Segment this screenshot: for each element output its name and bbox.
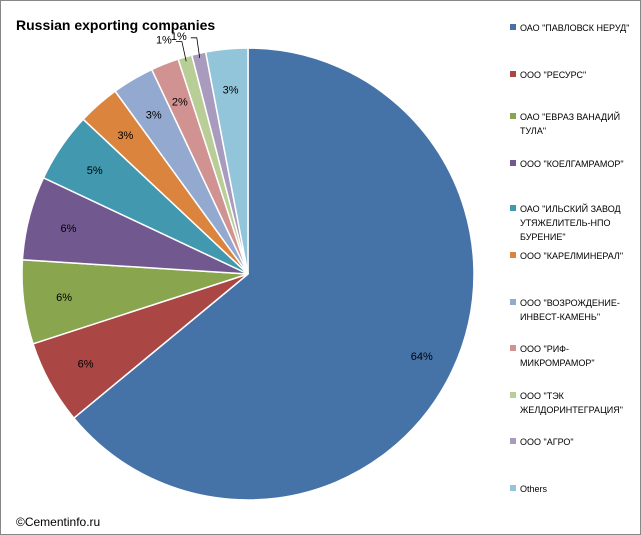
legend-swatch [510, 113, 516, 119]
legend-label: ООО "ТЭК ЖЕЛДОРИНТЕГРАЦИЯ" [520, 391, 623, 415]
slice-value-label: 6% [61, 223, 77, 235]
leader-line [190, 37, 201, 58]
legend-swatch [510, 392, 516, 398]
slice-value-label: 1% [171, 31, 187, 43]
legend-label: ОАО "ПАВЛОВСК НЕРУД" [520, 23, 630, 33]
legend-label: ООО "АГРО" [520, 437, 574, 447]
legend-label: ООО "ВОЗРОЖДЕНИЕ-ИНВЕСТ-КАМЕНЬ" [520, 298, 620, 322]
slice-value-label: 3% [146, 110, 162, 122]
legend-label: ООО "РЕСУРС" [520, 70, 587, 80]
legend-swatch [510, 252, 516, 258]
chart-title: Russian exporting companies [16, 17, 216, 33]
slice-value-label: 2% [172, 97, 188, 109]
slice-value-label: 3% [223, 85, 239, 97]
legend-swatch [510, 299, 516, 305]
legend-label: ООО "РИФ-МИКРОМРАМОР" [520, 344, 595, 368]
leader-line [175, 41, 187, 62]
slice-value-label: 1% [156, 35, 172, 47]
pie-slice [72, 47, 475, 501]
legend-swatch [510, 24, 516, 30]
copyright-credit: ©Cementinfo.ru [16, 515, 101, 529]
slice-value-label: 6% [56, 292, 72, 304]
legend-label: Others [520, 484, 548, 494]
pie-chart: 64% 6% 6% 6% 5% 3% 3% 2% 1%1% 3% [21, 31, 475, 501]
legend-swatch [510, 71, 516, 77]
legend-swatch [510, 485, 516, 491]
slice-value-label: 5% [87, 165, 103, 177]
legend-swatch [510, 205, 516, 211]
legend-swatch [510, 160, 516, 166]
pie-slice [204, 47, 249, 275]
legend-label: ОАО "ЕВРАЗ ВАНАДИЙ ТУЛА" [520, 112, 621, 136]
legend-label: ООО "КАРЕЛМИНЕРАЛ" [520, 251, 624, 261]
slice-value-label: 3% [117, 130, 133, 142]
legend-swatch [510, 345, 516, 351]
legend-swatch [510, 438, 516, 444]
slice-value-label: 64% [411, 351, 433, 363]
slice-value-label: 6% [78, 358, 94, 370]
legend-label: ООО "КОЕЛГАМРАМОР" [520, 159, 624, 169]
legend-label: ОАО "ИЛЬСКИЙ ЗАВОД УТЯЖЕЛИТЕЛЬ-НПО БУРЕН… [520, 204, 621, 242]
